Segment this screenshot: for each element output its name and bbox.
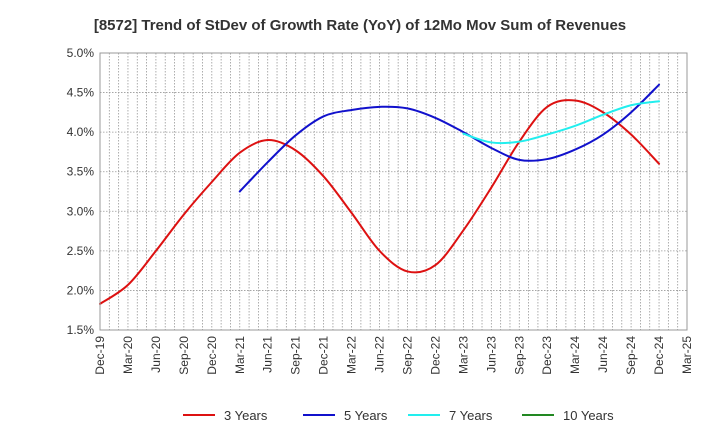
x-tick-label: Jun-21 (261, 336, 275, 373)
series-line-5-years (238, 83, 661, 193)
legend: 3 Years 5 Years 7 Years 10 Years (183, 408, 614, 423)
legend-label: 5 Years (344, 408, 388, 423)
x-tick-label: Mar-24 (568, 336, 582, 374)
x-tick-label: Jun-22 (373, 336, 387, 373)
x-tick-label: Sep-21 (289, 336, 303, 375)
x-tick-label: Dec-21 (317, 336, 331, 375)
y-tick-label: 3.0% (67, 204, 95, 218)
plot-area (100, 53, 687, 330)
x-tick-label: Mar-20 (121, 336, 135, 374)
x-tick-label: Sep-23 (512, 336, 526, 375)
y-tick-label: 2.5% (67, 244, 95, 258)
x-tick-label: Mar-21 (233, 336, 247, 374)
series-line-7-years (462, 100, 661, 145)
axes (99, 52, 688, 331)
plot-frame (99, 52, 688, 331)
x-tick-label: Dec-23 (540, 336, 554, 375)
y-tick-label: 2.0% (67, 283, 95, 297)
legend-label: 7 Years (449, 408, 493, 423)
y-tick-label: 5.0% (67, 46, 95, 60)
y-tick-label: 4.5% (67, 86, 95, 100)
x-tick-label: Jun-24 (596, 336, 610, 373)
x-tick-label: Mar-23 (456, 336, 470, 374)
x-tick-label: Mar-25 (680, 336, 694, 374)
x-tick-label: Dec-20 (205, 336, 219, 375)
x-tick-label: Sep-22 (400, 336, 414, 375)
x-axis-labels: Dec-19 Mar-20 Jun-20 Sep-20 Dec-20 Mar-21 Jun-… (93, 336, 694, 375)
y-tick-label: 4.0% (67, 125, 95, 139)
plot-background (100, 53, 687, 330)
legend-label: 10 Years (563, 408, 614, 423)
x-tick-label: Sep-24 (624, 336, 638, 375)
x-tick-label: Dec-24 (652, 336, 666, 375)
x-tick-label: Jun-20 (149, 336, 163, 373)
series-line-3-years (99, 99, 661, 305)
grid (99, 52, 688, 331)
y-tick-label: 3.5% (67, 165, 95, 179)
x-tick-label: Dec-19 (93, 336, 107, 375)
legend-label: 3 Years (224, 408, 268, 423)
y-tick-label: 1.5% (67, 323, 95, 337)
x-tick-label: Dec-22 (428, 336, 442, 375)
chart-title: [8572] Trend of StDev of Growth Rate (Yo… (94, 17, 626, 34)
x-tick-label: Mar-22 (345, 336, 359, 374)
y-axis-labels: 5.0% 4.5% 4.0% 3.5% 3.0% 2.5% 2.0% 1.5% (67, 46, 95, 337)
x-tick-label: Sep-20 (177, 336, 191, 375)
x-tick-label: Jun-23 (484, 336, 498, 373)
series-layer (99, 83, 661, 305)
